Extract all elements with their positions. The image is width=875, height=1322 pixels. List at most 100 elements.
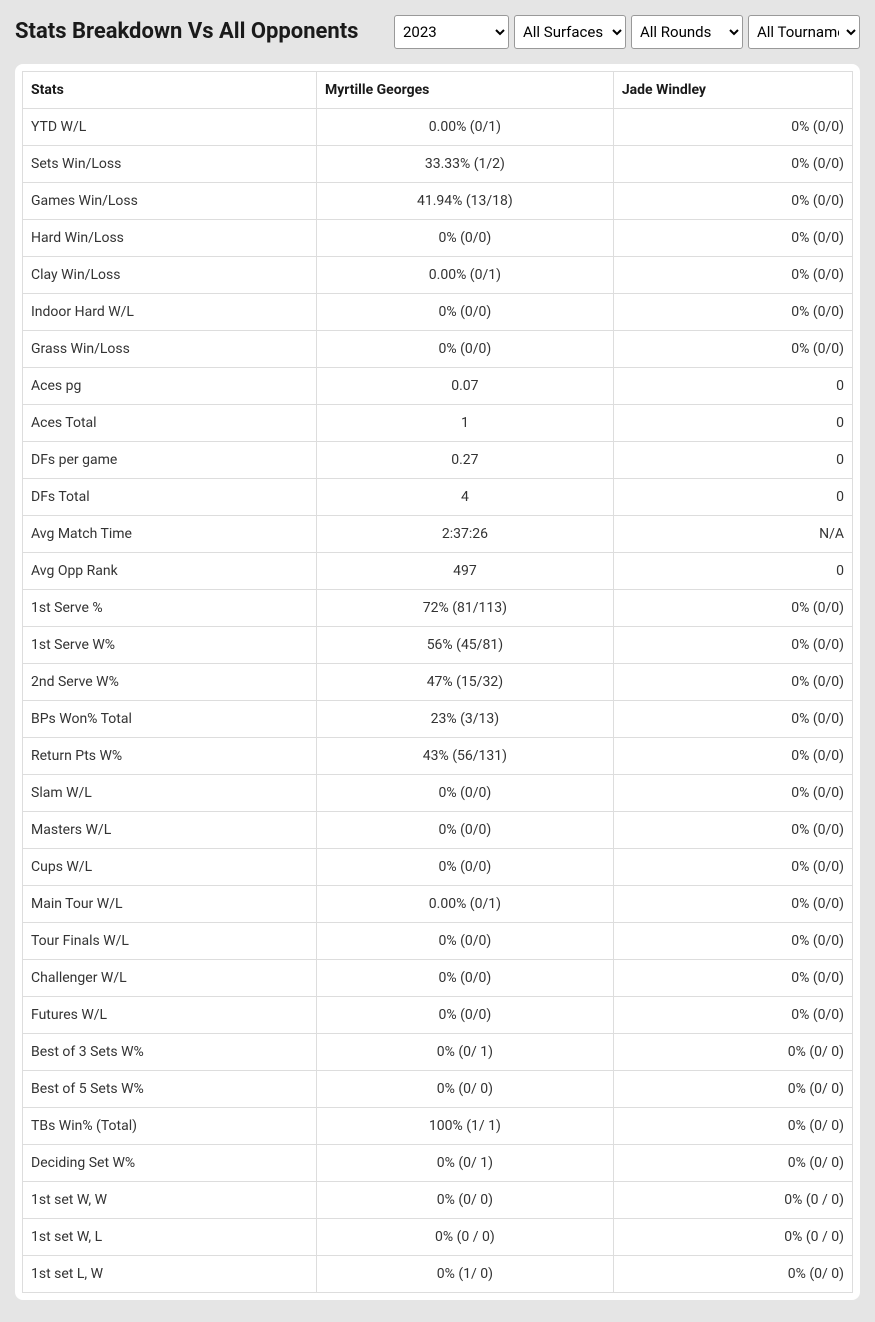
player1-value-cell: 41.94% (13/18) xyxy=(316,183,613,220)
player1-value-cell: 72% (81/113) xyxy=(316,590,613,627)
table-row: 2nd Serve W%47% (15/32)0% (0/0) xyxy=(23,664,853,701)
table-row: 1st Serve %72% (81/113)0% (0/0) xyxy=(23,590,853,627)
stat-label-cell: 1st set W, W xyxy=(23,1182,317,1219)
table-row: Sets Win/Loss33.33% (1/2)0% (0/0) xyxy=(23,146,853,183)
player1-value-cell: 0% (0/0) xyxy=(316,775,613,812)
stat-label-cell: Cups W/L xyxy=(23,849,317,886)
player1-value-cell: 0% (0/ 0) xyxy=(316,1182,613,1219)
player1-value-cell: 0.27 xyxy=(316,442,613,479)
stat-label-cell: YTD W/L xyxy=(23,109,317,146)
player1-value-cell: 0.00% (0/1) xyxy=(316,109,613,146)
stat-label-cell: Avg Opp Rank xyxy=(23,553,317,590)
player1-value-cell: 1 xyxy=(316,405,613,442)
table-row: Clay Win/Loss0.00% (0/1)0% (0/0) xyxy=(23,257,853,294)
player1-value-cell: 0% (0/0) xyxy=(316,220,613,257)
player1-value-cell: 23% (3/13) xyxy=(316,701,613,738)
header-row: Stats Breakdown Vs All Opponents 2023 Al… xyxy=(0,0,875,64)
table-row: Avg Match Time2:37:26N/A xyxy=(23,516,853,553)
player1-value-cell: 0% (0 / 0) xyxy=(316,1219,613,1256)
column-header-stats: Stats xyxy=(23,72,317,109)
player2-value-cell: 0% (0/0) xyxy=(613,960,852,997)
player2-value-cell: 0% (0/0) xyxy=(613,257,852,294)
stat-label-cell: TBs Win% (Total) xyxy=(23,1108,317,1145)
table-row: Futures W/L0% (0/0)0% (0/0) xyxy=(23,997,853,1034)
player2-value-cell: N/A xyxy=(613,516,852,553)
player2-value-cell: 0% (0/0) xyxy=(613,627,852,664)
stat-label-cell: 2nd Serve W% xyxy=(23,664,317,701)
player1-value-cell: 4 xyxy=(316,479,613,516)
player2-value-cell: 0% (0/0) xyxy=(613,331,852,368)
player2-value-cell: 0 xyxy=(613,442,852,479)
player2-value-cell: 0% (0/0) xyxy=(613,923,852,960)
round-select[interactable]: All Rounds xyxy=(631,15,743,49)
player2-value-cell: 0% (0/0) xyxy=(613,849,852,886)
stat-label-cell: Avg Match Time xyxy=(23,516,317,553)
player2-value-cell: 0% (0/0) xyxy=(613,886,852,923)
stat-label-cell: Aces pg xyxy=(23,368,317,405)
player1-value-cell: 0% (0/0) xyxy=(316,960,613,997)
player1-value-cell: 2:37:26 xyxy=(316,516,613,553)
player1-value-cell: 0% (0/ 0) xyxy=(316,1071,613,1108)
player1-value-cell: 0% (0/ 1) xyxy=(316,1145,613,1182)
stat-label-cell: Aces Total xyxy=(23,405,317,442)
stat-label-cell: Indoor Hard W/L xyxy=(23,294,317,331)
player1-value-cell: 0% (0/ 1) xyxy=(316,1034,613,1071)
table-row: Best of 3 Sets W%0% (0/ 1)0% (0/ 0) xyxy=(23,1034,853,1071)
year-select[interactable]: 2023 xyxy=(394,15,509,49)
stat-label-cell: DFs Total xyxy=(23,479,317,516)
player2-value-cell: 0% (0/0) xyxy=(613,664,852,701)
player1-value-cell: 0% (0/0) xyxy=(316,812,613,849)
player2-value-cell: 0 xyxy=(613,553,852,590)
player2-value-cell: 0% (0/ 0) xyxy=(613,1256,852,1293)
stat-label-cell: Hard Win/Loss xyxy=(23,220,317,257)
stat-label-cell: Clay Win/Loss xyxy=(23,257,317,294)
player1-value-cell: 100% (1/ 1) xyxy=(316,1108,613,1145)
filters-group: 2023 All Surfaces All Rounds All Tournam… xyxy=(394,15,860,49)
table-row: Aces pg0.070 xyxy=(23,368,853,405)
table-row: Main Tour W/L0.00% (0/1)0% (0/0) xyxy=(23,886,853,923)
page-title: Stats Breakdown Vs All Opponents xyxy=(15,19,358,45)
player1-value-cell: 0% (0/0) xyxy=(316,923,613,960)
tournament-select[interactable]: All Tournaments xyxy=(748,15,860,49)
surface-select[interactable]: All Surfaces xyxy=(514,15,626,49)
stat-label-cell: Deciding Set W% xyxy=(23,1145,317,1182)
player1-value-cell: 43% (56/131) xyxy=(316,738,613,775)
player1-value-cell: 0% (0/0) xyxy=(316,294,613,331)
table-row: 1st set W, W0% (0/ 0)0% (0 / 0) xyxy=(23,1182,853,1219)
player2-value-cell: 0% (0/0) xyxy=(613,294,852,331)
player1-value-cell: 0% (0/0) xyxy=(316,997,613,1034)
table-row: TBs Win% (Total)100% (1/ 1)0% (0/ 0) xyxy=(23,1108,853,1145)
stat-label-cell: Main Tour W/L xyxy=(23,886,317,923)
stat-label-cell: Tour Finals W/L xyxy=(23,923,317,960)
table-row: Avg Opp Rank4970 xyxy=(23,553,853,590)
table-row: Hard Win/Loss0% (0/0)0% (0/0) xyxy=(23,220,853,257)
player2-value-cell: 0% (0/0) xyxy=(613,738,852,775)
stat-label-cell: Slam W/L xyxy=(23,775,317,812)
stat-label-cell: 1st set W, L xyxy=(23,1219,317,1256)
stats-table-container: Stats Myrtille Georges Jade Windley YTD … xyxy=(15,64,860,1300)
table-row: BPs Won% Total23% (3/13)0% (0/0) xyxy=(23,701,853,738)
player2-value-cell: 0% (0/ 0) xyxy=(613,1145,852,1182)
player1-value-cell: 56% (45/81) xyxy=(316,627,613,664)
table-row: Best of 5 Sets W%0% (0/ 0)0% (0/ 0) xyxy=(23,1071,853,1108)
stat-label-cell: Grass Win/Loss xyxy=(23,331,317,368)
player2-value-cell: 0% (0/0) xyxy=(613,183,852,220)
column-header-player1: Myrtille Georges xyxy=(316,72,613,109)
table-row: Masters W/L0% (0/0)0% (0/0) xyxy=(23,812,853,849)
player2-value-cell: 0% (0/0) xyxy=(613,701,852,738)
player2-value-cell: 0% (0/ 0) xyxy=(613,1034,852,1071)
player1-value-cell: 0.00% (0/1) xyxy=(316,886,613,923)
table-header-row: Stats Myrtille Georges Jade Windley xyxy=(23,72,853,109)
player2-value-cell: 0% (0/0) xyxy=(613,220,852,257)
player2-value-cell: 0 xyxy=(613,368,852,405)
player2-value-cell: 0% (0/ 0) xyxy=(613,1108,852,1145)
table-row: Slam W/L0% (0/0)0% (0/0) xyxy=(23,775,853,812)
table-row: DFs Total40 xyxy=(23,479,853,516)
table-row: Tour Finals W/L0% (0/0)0% (0/0) xyxy=(23,923,853,960)
stat-label-cell: Sets Win/Loss xyxy=(23,146,317,183)
stat-label-cell: Challenger W/L xyxy=(23,960,317,997)
player2-value-cell: 0% (0/0) xyxy=(613,590,852,627)
player1-value-cell: 0% (0/0) xyxy=(316,331,613,368)
stat-label-cell: Return Pts W% xyxy=(23,738,317,775)
player1-value-cell: 0.07 xyxy=(316,368,613,405)
